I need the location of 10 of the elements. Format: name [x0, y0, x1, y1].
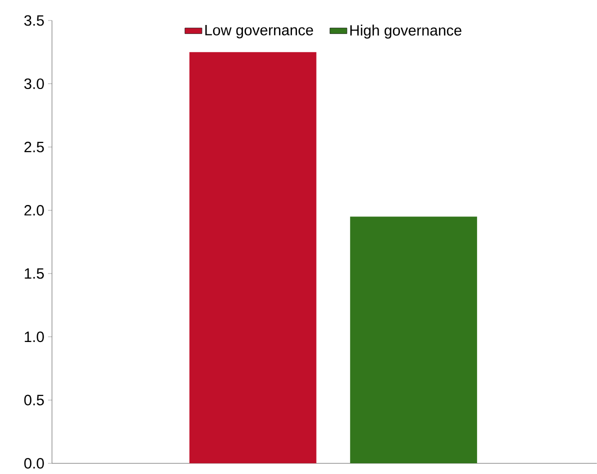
- legend-label: High governance: [350, 24, 462, 39]
- y-tick-label: 3.5: [24, 15, 44, 26]
- y-tick-label: 2.0: [24, 204, 44, 216]
- y-tick-label: 0.5: [24, 394, 44, 406]
- y-tick-label: 1.5: [24, 268, 44, 279]
- y-tick-label: 0.0: [24, 458, 44, 469]
- y-tick-label: 2.5: [24, 142, 44, 152]
- y-tick-label: 3.0: [24, 78, 44, 89]
- y-tick-label: 1.0: [24, 331, 44, 342]
- legend-label: Low governance: [205, 24, 314, 38]
